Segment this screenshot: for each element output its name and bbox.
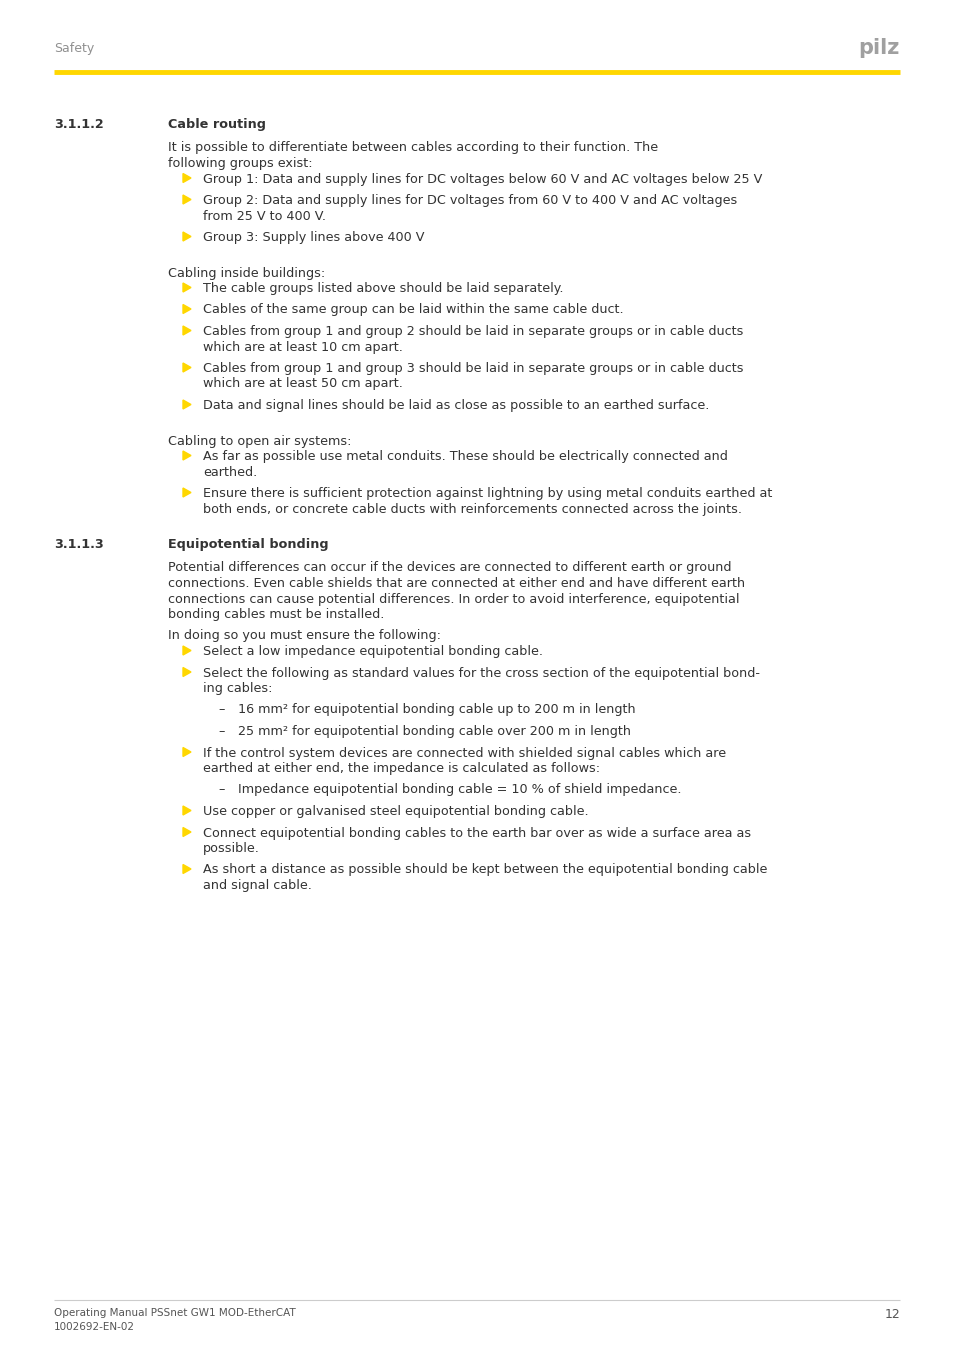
Polygon shape [183, 232, 191, 242]
Polygon shape [183, 400, 191, 409]
Text: Select a low impedance equipotential bonding cable.: Select a low impedance equipotential bon… [203, 645, 542, 657]
Polygon shape [183, 363, 191, 373]
Text: –: – [218, 725, 224, 738]
Polygon shape [183, 194, 191, 204]
Text: Use copper or galvanised steel equipotential bonding cable.: Use copper or galvanised steel equipoten… [203, 805, 588, 818]
Polygon shape [183, 748, 191, 756]
Text: 12: 12 [883, 1308, 899, 1322]
Text: As short a distance as possible should be kept between the equipotential bonding: As short a distance as possible should b… [203, 864, 766, 876]
Text: earthed.: earthed. [203, 466, 257, 478]
Text: connections can cause potential differences. In order to avoid interference, equ: connections can cause potential differen… [168, 593, 739, 606]
Polygon shape [183, 174, 191, 182]
Text: Cables from group 1 and group 3 should be laid in separate groups or in cable du: Cables from group 1 and group 3 should b… [203, 362, 742, 375]
Polygon shape [183, 487, 191, 497]
Polygon shape [183, 806, 191, 815]
Polygon shape [183, 325, 191, 335]
Text: possible.: possible. [203, 842, 259, 855]
Text: ing cables:: ing cables: [203, 682, 273, 695]
Text: earthed at either end, the impedance is calculated as follows:: earthed at either end, the impedance is … [203, 761, 599, 775]
Polygon shape [183, 667, 191, 676]
Text: following groups exist:: following groups exist: [168, 157, 313, 170]
Text: Cables of the same group can be laid within the same cable duct.: Cables of the same group can be laid wit… [203, 304, 623, 316]
Polygon shape [183, 864, 191, 873]
Polygon shape [183, 647, 191, 655]
Text: pilz: pilz [858, 38, 899, 58]
Text: from 25 V to 400 V.: from 25 V to 400 V. [203, 209, 326, 223]
Text: If the control system devices are connected with shielded signal cables which ar: If the control system devices are connec… [203, 747, 725, 760]
Text: bonding cables must be installed.: bonding cables must be installed. [168, 608, 384, 621]
Text: 3.1.1.2: 3.1.1.2 [54, 117, 104, 131]
Text: As far as possible use metal conduits. These should be electrically connected an: As far as possible use metal conduits. T… [203, 450, 727, 463]
Text: Cables from group 1 and group 2 should be laid in separate groups or in cable du: Cables from group 1 and group 2 should b… [203, 325, 742, 338]
Text: both ends, or concrete cable ducts with reinforcements connected across the join: both ends, or concrete cable ducts with … [203, 502, 741, 516]
Text: Group 1: Data and supply lines for DC voltages below 60 V and AC voltages below : Group 1: Data and supply lines for DC vo… [203, 173, 761, 185]
Text: 3.1.1.3: 3.1.1.3 [54, 539, 104, 551]
Text: and signal cable.: and signal cable. [203, 879, 312, 892]
Polygon shape [183, 305, 191, 313]
Text: Connect equipotential bonding cables to the earth bar over as wide a surface are: Connect equipotential bonding cables to … [203, 826, 750, 840]
Text: Operating Manual PSSnet GW1 MOD-EtherCAT: Operating Manual PSSnet GW1 MOD-EtherCAT [54, 1308, 295, 1318]
Text: It is possible to differentiate between cables according to their function. The: It is possible to differentiate between … [168, 142, 658, 154]
Text: Potential differences can occur if the devices are connected to different earth : Potential differences can occur if the d… [168, 562, 731, 575]
Text: Cable routing: Cable routing [168, 117, 266, 131]
Polygon shape [183, 451, 191, 460]
Text: In doing so you must ensure the following:: In doing so you must ensure the followin… [168, 629, 440, 643]
Text: 16 mm² for equipotential bonding cable up to 200 m in length: 16 mm² for equipotential bonding cable u… [237, 703, 635, 717]
Text: Data and signal lines should be laid as close as possible to an earthed surface.: Data and signal lines should be laid as … [203, 400, 709, 412]
Text: Equipotential bonding: Equipotential bonding [168, 539, 328, 551]
Text: Cabling inside buildings:: Cabling inside buildings: [168, 266, 325, 279]
Text: Select the following as standard values for the cross section of the equipotenti: Select the following as standard values … [203, 667, 760, 679]
Text: The cable groups listed above should be laid separately.: The cable groups listed above should be … [203, 282, 563, 296]
Text: 25 mm² for equipotential bonding cable over 200 m in length: 25 mm² for equipotential bonding cable o… [237, 725, 630, 738]
Text: –: – [218, 703, 224, 717]
Polygon shape [183, 828, 191, 837]
Text: which are at least 10 cm apart.: which are at least 10 cm apart. [203, 340, 402, 354]
Text: Group 3: Supply lines above 400 V: Group 3: Supply lines above 400 V [203, 231, 424, 244]
Text: which are at least 50 cm apart.: which are at least 50 cm apart. [203, 378, 402, 390]
Text: connections. Even cable shields that are connected at either end and have differ: connections. Even cable shields that are… [168, 576, 744, 590]
Text: Cabling to open air systems:: Cabling to open air systems: [168, 435, 351, 447]
Text: Ensure there is sufficient protection against lightning by using metal conduits : Ensure there is sufficient protection ag… [203, 487, 772, 500]
Polygon shape [183, 284, 191, 292]
Text: Safety: Safety [54, 42, 94, 55]
Text: 1002692-EN-02: 1002692-EN-02 [54, 1322, 135, 1332]
Text: Impedance equipotential bonding cable = 10 % of shield impedance.: Impedance equipotential bonding cable = … [237, 783, 680, 796]
Text: –: – [218, 783, 224, 796]
Text: Group 2: Data and supply lines for DC voltages from 60 V to 400 V and AC voltage: Group 2: Data and supply lines for DC vo… [203, 194, 737, 207]
